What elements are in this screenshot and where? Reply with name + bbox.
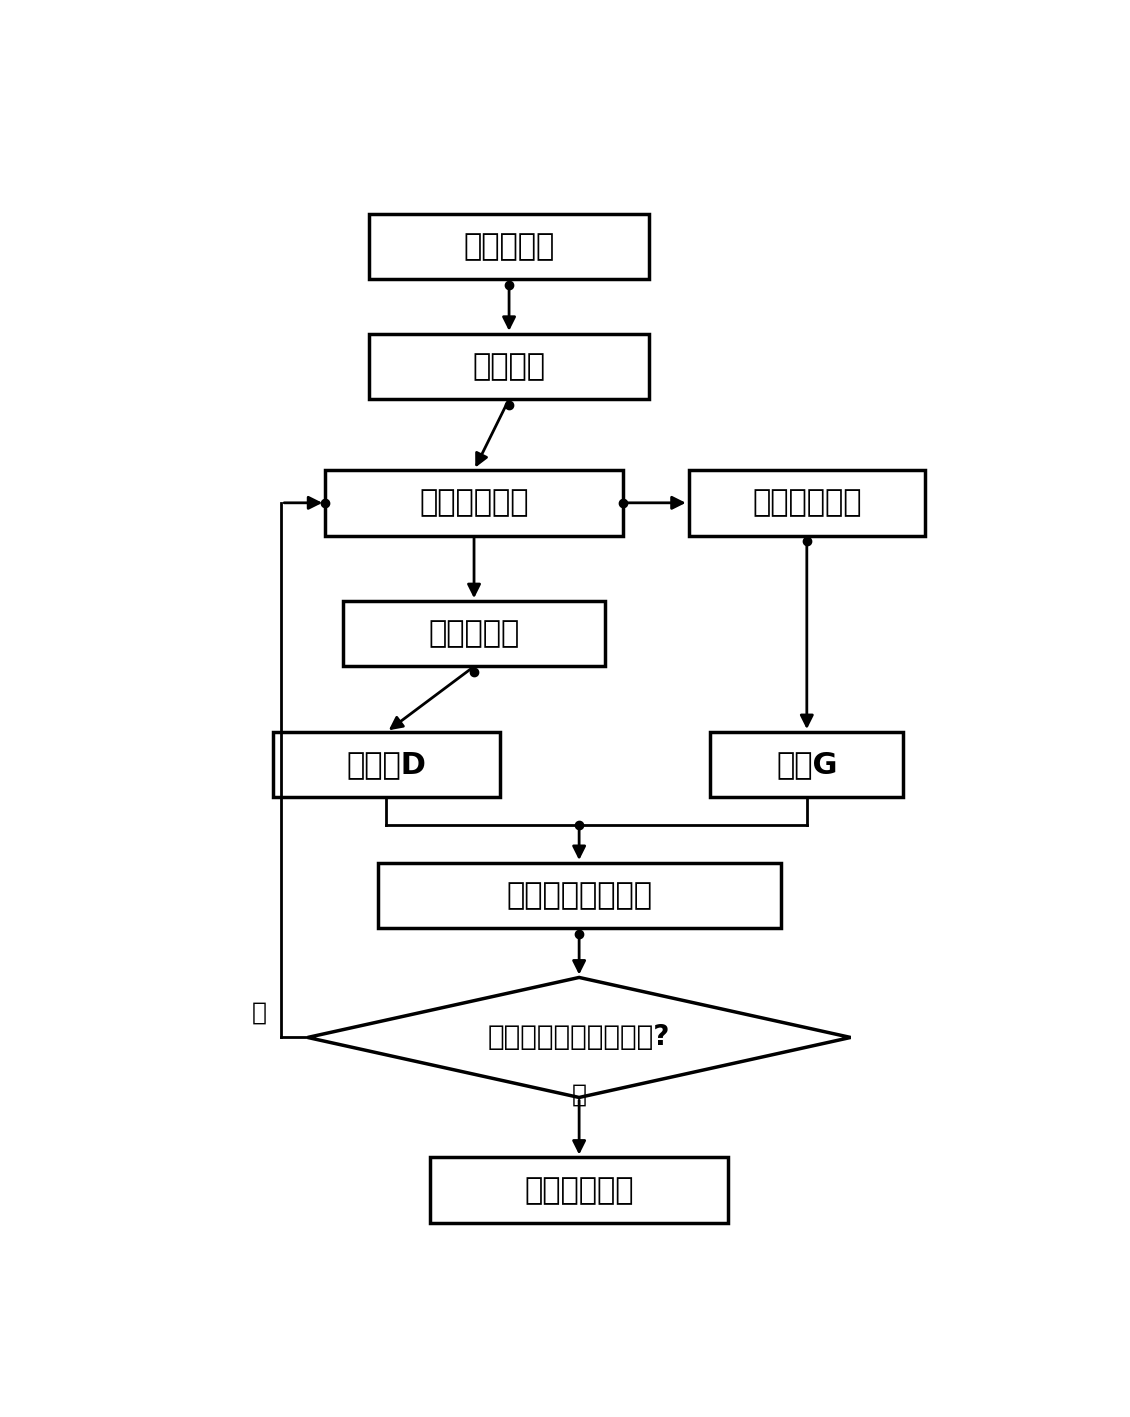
Text: 参数G: 参数G [776,750,837,779]
Bar [325,470,623,536]
Text: 否: 否 [252,1000,267,1024]
Bar [368,334,650,400]
Bar [272,733,501,798]
Text: 实验样板: 实验样板 [472,351,546,381]
Text: 反射面天线: 反射面天线 [463,232,555,261]
Text: 分形函数数学模型: 分形函数数学模型 [506,881,652,910]
Text: 实测离散数据: 实测离散数据 [419,489,529,517]
Text: 是: 是 [572,1083,586,1107]
Bar [377,863,781,928]
Bar [688,470,925,536]
Text: 确定数学模型: 确定数学模型 [524,1176,634,1204]
Bar [711,733,903,798]
Bar [431,1158,728,1223]
Bar [368,214,650,279]
Text: 分维数D: 分维数D [347,750,426,779]
Text: 误差满足分析精度要求?: 误差满足分析精度要求? [488,1023,670,1051]
Polygon shape [307,978,851,1097]
Text: 功率频谱图: 功率频谱图 [428,619,520,648]
Text: 高度分布方差: 高度分布方差 [753,489,861,517]
Bar [342,601,606,666]
